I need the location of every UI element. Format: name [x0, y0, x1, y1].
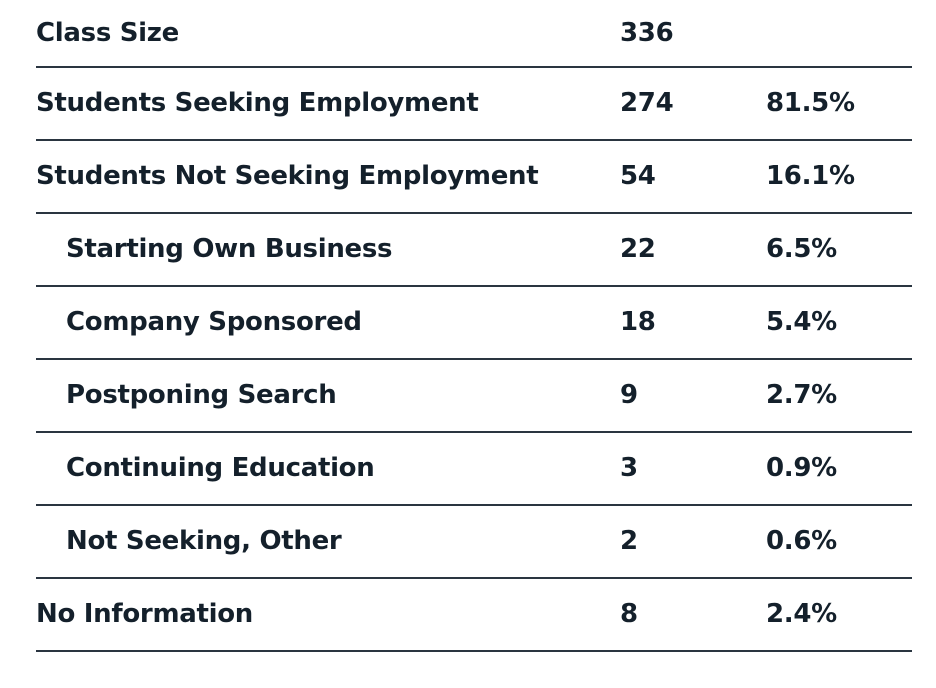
row-count: 54	[620, 161, 656, 191]
row-label: Company Sponsored	[66, 307, 362, 337]
row-count: 22	[620, 234, 656, 264]
row-percent: 2.4%	[766, 599, 837, 629]
row-count: 8	[620, 599, 638, 629]
row-percent: 2.7%	[766, 380, 837, 410]
table-row-company-sponsored: Company Sponsored 18 5.4%	[36, 287, 912, 360]
row-count: 3	[620, 453, 638, 483]
table-row-seeking-employment: Students Seeking Employment 274 81.5%	[36, 68, 912, 141]
row-label: No Information	[36, 599, 254, 629]
row-percent: 5.4%	[766, 307, 837, 337]
row-percent: 16.1%	[766, 161, 855, 191]
table-row-not-seeking-other: Not Seeking, Other 2 0.6%	[36, 506, 912, 579]
employment-statistics-table: Class Size 336 Students Seeking Employme…	[36, 0, 912, 652]
table-row-not-seeking-employment: Students Not Seeking Employment 54 16.1%	[36, 141, 912, 214]
table-row-no-information: No Information 8 2.4%	[36, 579, 912, 652]
row-count: 274	[620, 88, 674, 118]
row-label: Students Seeking Employment	[36, 88, 479, 118]
row-label: Starting Own Business	[66, 234, 393, 264]
row-label: Not Seeking, Other	[66, 526, 342, 556]
row-percent: 0.6%	[766, 526, 837, 556]
table-row-class-size: Class Size 336	[36, 0, 912, 68]
table-row-starting-own-business: Starting Own Business 22 6.5%	[36, 214, 912, 287]
row-count: 336	[620, 18, 674, 48]
row-label: Continuing Education	[66, 453, 375, 483]
row-count: 18	[620, 307, 656, 337]
table-row-continuing-education: Continuing Education 3 0.9%	[36, 433, 912, 506]
row-percent: 6.5%	[766, 234, 837, 264]
row-label: Postponing Search	[66, 380, 337, 410]
row-percent: 0.9%	[766, 453, 837, 483]
table-row-postponing-search: Postponing Search 9 2.7%	[36, 360, 912, 433]
row-label: Students Not Seeking Employment	[36, 161, 539, 191]
row-label: Class Size	[36, 18, 179, 48]
row-percent: 81.5%	[766, 88, 855, 118]
row-count: 9	[620, 380, 638, 410]
row-count: 2	[620, 526, 638, 556]
